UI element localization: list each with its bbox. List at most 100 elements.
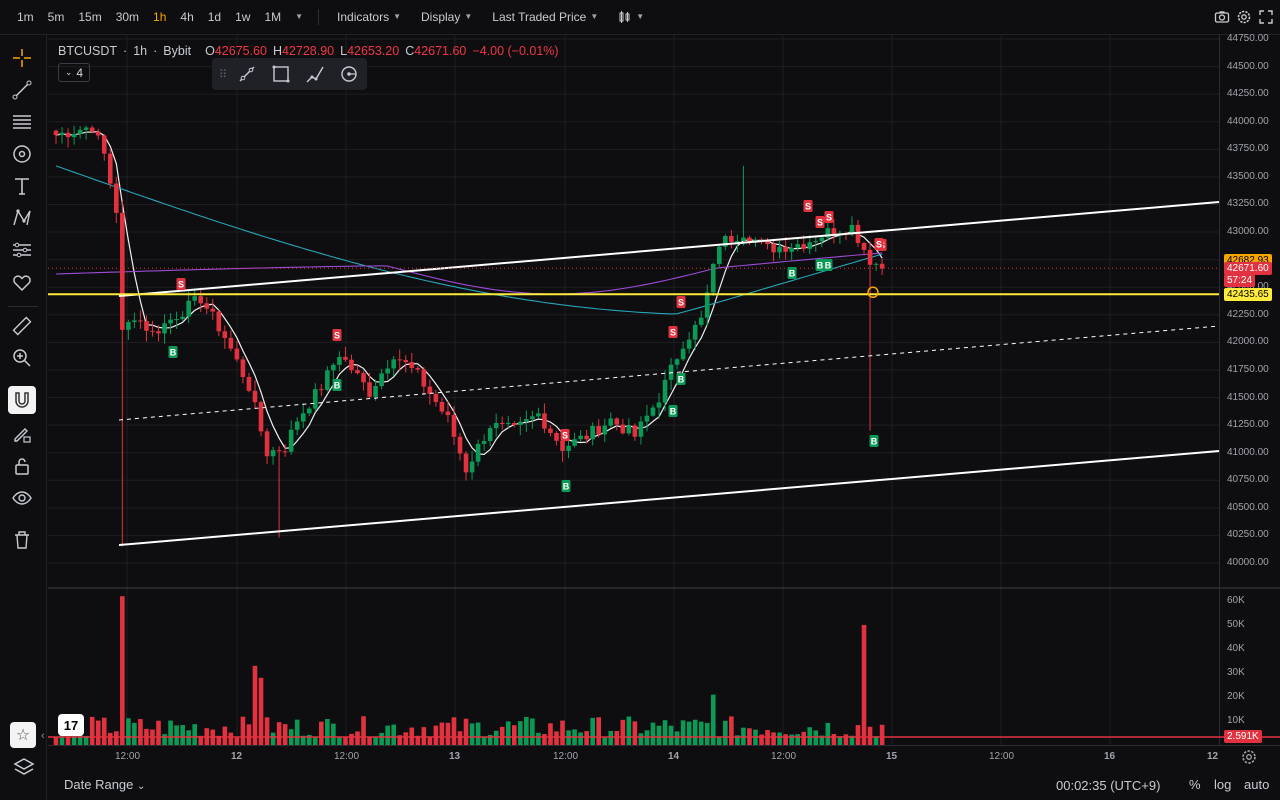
date-range-button[interactable]: Date Range ⌄ — [64, 777, 145, 792]
volume-bar — [554, 731, 559, 745]
text-tool[interactable] — [8, 172, 36, 200]
stay-drawing-tool[interactable] — [8, 420, 36, 448]
candle-body — [505, 423, 511, 425]
log-scale-button[interactable]: log — [1214, 777, 1232, 792]
display-menu[interactable]: Display ▼ — [411, 0, 482, 34]
candle-body — [469, 461, 475, 473]
timeframe-1d[interactable]: 1d — [207, 10, 222, 24]
price-tick: 43750.00 — [1227, 143, 1269, 155]
volume-bar — [463, 718, 469, 745]
zoom-tool[interactable] — [8, 344, 36, 372]
ruler-tool[interactable] — [8, 312, 36, 340]
timeframe-group: 1m 5m 15m 30m 1h 4h 1d 1w 1M ▼ — [10, 0, 310, 34]
candle-body — [126, 322, 131, 330]
top-toolbar: 1m 5m 15m 30m 1h 4h 1d 1w 1M ▼ Indicators ▼ Displa… — [0, 0, 1280, 35]
chart-type-menu[interactable]: ▼ — [608, 0, 654, 34]
timeframe-5m[interactable]: 5m — [47, 10, 65, 24]
volume-bar — [180, 725, 185, 745]
candle-body — [511, 423, 517, 425]
timeframe-1h[interactable]: 1h — [153, 10, 167, 24]
horizontal-lines-tool[interactable] — [8, 108, 36, 136]
candle-body — [306, 408, 312, 414]
favorite-star-button[interactable]: ☆ — [10, 722, 36, 748]
line-style-button[interactable] — [230, 60, 264, 88]
auto-scale-button[interactable]: auto — [1244, 777, 1270, 792]
candle-body — [861, 243, 867, 250]
sell-signal — [824, 211, 834, 223]
candle-body — [831, 228, 837, 236]
open-value: 42675.60 — [214, 44, 267, 58]
timeframe-1w[interactable]: 1w — [235, 10, 251, 24]
volume-bar — [101, 717, 107, 745]
candle-body — [198, 296, 204, 304]
volume-bar — [246, 724, 252, 745]
timeframe-30m[interactable]: 30m — [115, 10, 140, 24]
volume-bar — [192, 724, 197, 745]
favorites-tool[interactable] — [8, 268, 36, 296]
percent-scale-button[interactable]: % — [1189, 777, 1201, 792]
eye-icon — [12, 491, 32, 505]
bottom-bar: Date Range ⌄ 00:02:35 (UTC+9) % log auto — [48, 770, 1280, 800]
sell-signal — [815, 216, 825, 228]
timeframe-1m[interactable]: 1m — [17, 10, 34, 24]
chevron-down-icon: ⌄ — [137, 781, 146, 792]
volume-bar — [578, 732, 583, 745]
path-button[interactable] — [298, 60, 332, 88]
candle-body — [445, 411, 451, 416]
price-chart[interactable]: BBBBBBBBBBSSSSSSSSSS — [48, 34, 1280, 769]
timeframe-4h[interactable]: 4h — [180, 10, 194, 24]
magnet-tool[interactable] — [8, 386, 36, 414]
camera-icon[interactable] — [1214, 9, 1230, 25]
candle-body — [771, 244, 776, 253]
long-ma-line — [55, 252, 883, 295]
volume-bar — [511, 725, 517, 745]
layers-icon[interactable] — [12, 756, 36, 780]
xabcd-tool[interactable] — [8, 204, 36, 232]
candle-body — [608, 418, 614, 426]
volume-bar — [294, 719, 300, 745]
pattern-tool[interactable] — [8, 140, 36, 168]
measure-tool[interactable] — [8, 236, 36, 264]
candle-body — [475, 443, 481, 462]
volume-bar — [270, 732, 276, 745]
collapse-arrow-icon[interactable]: ‹ — [41, 730, 45, 742]
crosshair-tool[interactable] — [8, 44, 36, 72]
timeframe-15m[interactable]: 15m — [78, 10, 102, 24]
volume-bar — [704, 722, 710, 745]
delete-tool[interactable] — [8, 526, 36, 554]
hline-price-label: 42435.65 — [1224, 288, 1272, 302]
buy-signal-label: B — [871, 437, 878, 447]
unlock-icon — [15, 458, 29, 475]
fast-ma-line — [55, 131, 883, 456]
candle-body — [813, 241, 819, 243]
sell-signal — [668, 326, 678, 338]
volume-bar — [252, 665, 258, 745]
price-type-menu[interactable]: Last Traded Price ▼ — [482, 0, 608, 34]
volume-bar — [361, 716, 366, 745]
divider — [8, 306, 38, 307]
indicators-menu[interactable]: Indicators ▼ — [327, 0, 411, 34]
trendline-tool[interactable] — [8, 76, 36, 104]
timeframe-more-icon[interactable]: ▼ — [295, 12, 304, 21]
candle-body — [89, 127, 95, 132]
rectangle-button[interactable] — [264, 60, 298, 88]
timeframe-1M[interactable]: 1M — [264, 10, 282, 24]
candle-body — [873, 263, 879, 265]
drag-handle-icon[interactable]: ⠿ — [218, 68, 228, 81]
axis-settings-icon[interactable] — [1240, 748, 1258, 766]
buy-signal-label: B — [563, 482, 570, 492]
channel-lower-line — [118, 450, 1220, 546]
settings-icon[interactable] — [1236, 9, 1252, 25]
candle-body — [741, 237, 746, 241]
circle-button[interactable] — [332, 60, 366, 88]
indicators-toggle[interactable]: ⌄ 4 — [58, 63, 90, 82]
volume-bar — [542, 734, 547, 745]
clock-readout[interactable]: 00:02:35 (UTC+9) — [1056, 778, 1161, 793]
volume-bar — [114, 731, 119, 745]
hide-tool[interactable] — [8, 484, 36, 512]
volume-bar — [107, 732, 113, 745]
volume-bar — [439, 722, 445, 745]
lock-tool[interactable] — [8, 452, 36, 480]
fullscreen-icon[interactable] — [1258, 9, 1274, 25]
caret-down-icon: ▼ — [464, 12, 473, 21]
